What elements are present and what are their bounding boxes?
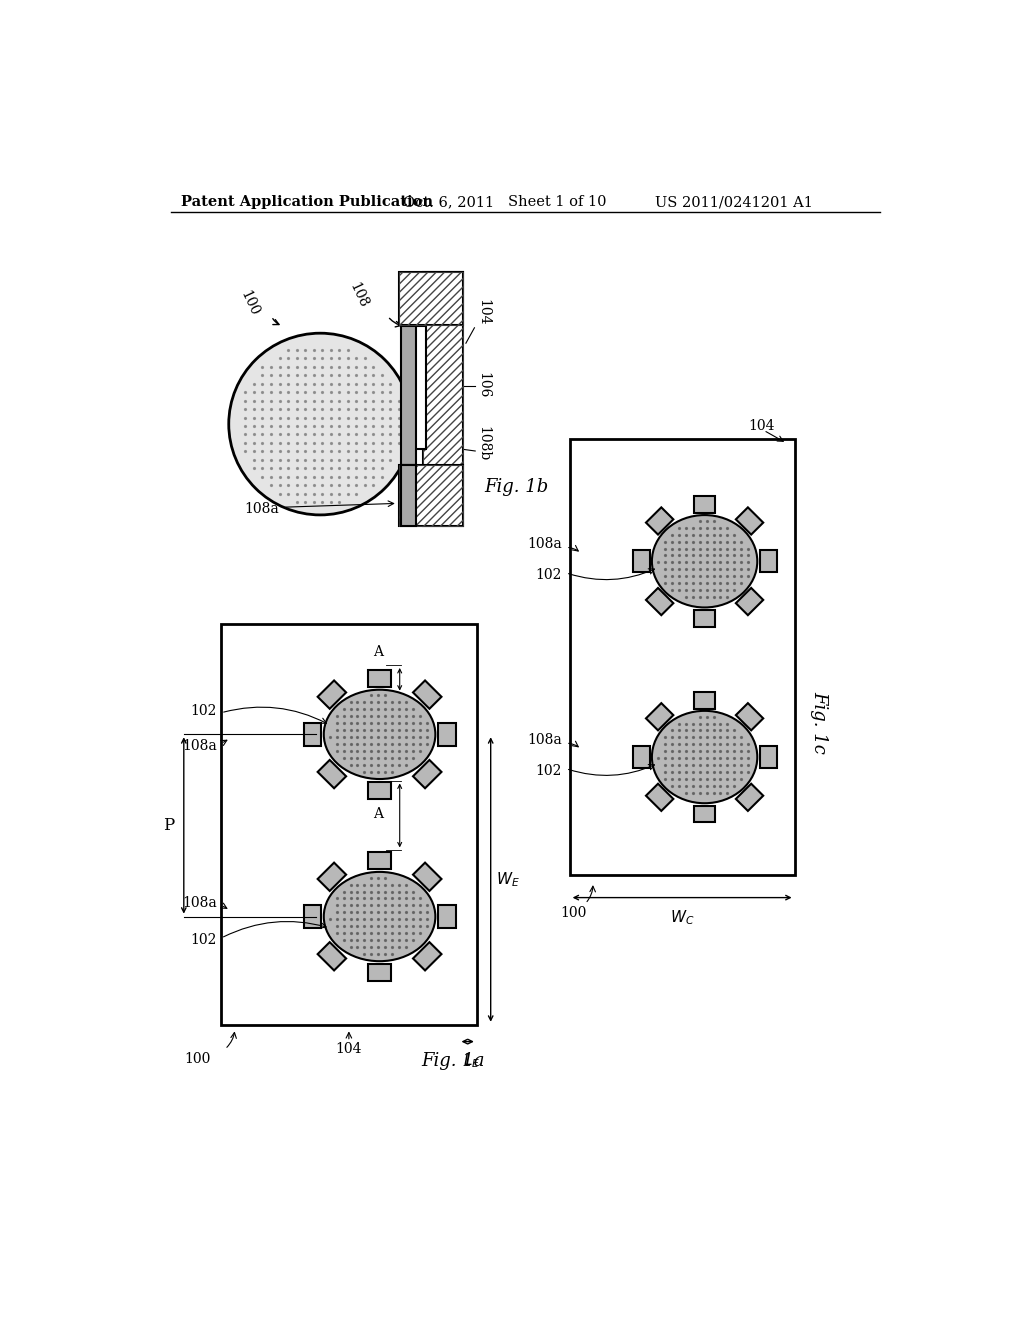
- Text: $W_E$: $W_E$: [496, 870, 520, 888]
- Text: 108a: 108a: [245, 502, 280, 516]
- Text: 102: 102: [190, 705, 217, 718]
- Polygon shape: [646, 587, 674, 615]
- Polygon shape: [413, 863, 441, 891]
- Polygon shape: [317, 863, 346, 891]
- Polygon shape: [736, 704, 763, 730]
- Polygon shape: [633, 746, 649, 768]
- Text: Fig. 1b: Fig. 1b: [484, 478, 549, 496]
- Bar: [221, 624, 477, 1024]
- Polygon shape: [368, 669, 391, 686]
- Ellipse shape: [324, 873, 435, 961]
- Text: 100: 100: [238, 288, 261, 318]
- Polygon shape: [317, 680, 346, 709]
- Polygon shape: [413, 760, 441, 788]
- Bar: [399, 465, 463, 527]
- Text: 108: 108: [347, 281, 371, 310]
- Polygon shape: [368, 781, 391, 799]
- Polygon shape: [438, 906, 456, 928]
- Text: 102: 102: [536, 764, 562, 777]
- Text: 104: 104: [748, 418, 774, 433]
- Bar: [400, 326, 417, 465]
- Bar: [415, 326, 426, 449]
- Polygon shape: [438, 723, 456, 746]
- Polygon shape: [413, 942, 441, 970]
- Text: 108a: 108a: [527, 537, 562, 552]
- Ellipse shape: [652, 515, 758, 607]
- Polygon shape: [646, 507, 674, 535]
- Text: 102: 102: [190, 933, 217, 946]
- Polygon shape: [646, 704, 674, 730]
- Text: 104: 104: [336, 1043, 362, 1056]
- Polygon shape: [413, 680, 441, 709]
- Text: 106: 106: [476, 372, 489, 399]
- Polygon shape: [736, 507, 763, 535]
- Text: P: P: [163, 817, 174, 834]
- Polygon shape: [368, 965, 391, 981]
- Polygon shape: [303, 723, 321, 746]
- Polygon shape: [693, 496, 716, 512]
- Text: 108b: 108b: [476, 425, 489, 461]
- Polygon shape: [317, 942, 346, 970]
- Polygon shape: [760, 746, 776, 768]
- Bar: [423, 272, 463, 527]
- Polygon shape: [633, 550, 649, 572]
- Text: Sheet 1 of 10: Sheet 1 of 10: [508, 195, 606, 210]
- Polygon shape: [736, 784, 763, 810]
- Text: 108a: 108a: [527, 733, 562, 747]
- Text: 100: 100: [184, 1052, 211, 1067]
- Ellipse shape: [652, 711, 758, 804]
- Bar: [569, 440, 795, 874]
- Text: 104: 104: [476, 300, 489, 326]
- Bar: [399, 272, 463, 325]
- Text: $L_E$: $L_E$: [463, 1052, 480, 1071]
- Text: A: A: [373, 645, 383, 659]
- Polygon shape: [760, 550, 776, 572]
- Text: Patent Application Publication: Patent Application Publication: [180, 195, 433, 210]
- Text: 102: 102: [536, 568, 562, 582]
- Polygon shape: [303, 906, 321, 928]
- Polygon shape: [736, 587, 763, 615]
- Polygon shape: [317, 760, 346, 788]
- Polygon shape: [368, 851, 391, 869]
- Polygon shape: [693, 692, 716, 709]
- Text: Fig. 1a: Fig. 1a: [422, 1052, 485, 1069]
- Bar: [399, 272, 463, 325]
- Text: Fig. 1c: Fig. 1c: [810, 690, 828, 754]
- Bar: [399, 465, 463, 527]
- Text: US 2011/0241201 A1: US 2011/0241201 A1: [655, 195, 813, 210]
- Polygon shape: [693, 610, 716, 627]
- Text: A: A: [373, 807, 383, 821]
- Circle shape: [228, 333, 412, 515]
- Bar: [423, 272, 463, 527]
- Polygon shape: [693, 805, 716, 822]
- Text: $W_C$: $W_C$: [670, 908, 694, 927]
- Text: Oct. 6, 2011: Oct. 6, 2011: [403, 195, 495, 210]
- Bar: [400, 465, 417, 527]
- Text: 108a: 108a: [182, 896, 217, 909]
- Text: 108a: 108a: [182, 739, 217, 752]
- Polygon shape: [646, 784, 674, 810]
- Text: 100: 100: [560, 906, 587, 920]
- Ellipse shape: [324, 689, 435, 779]
